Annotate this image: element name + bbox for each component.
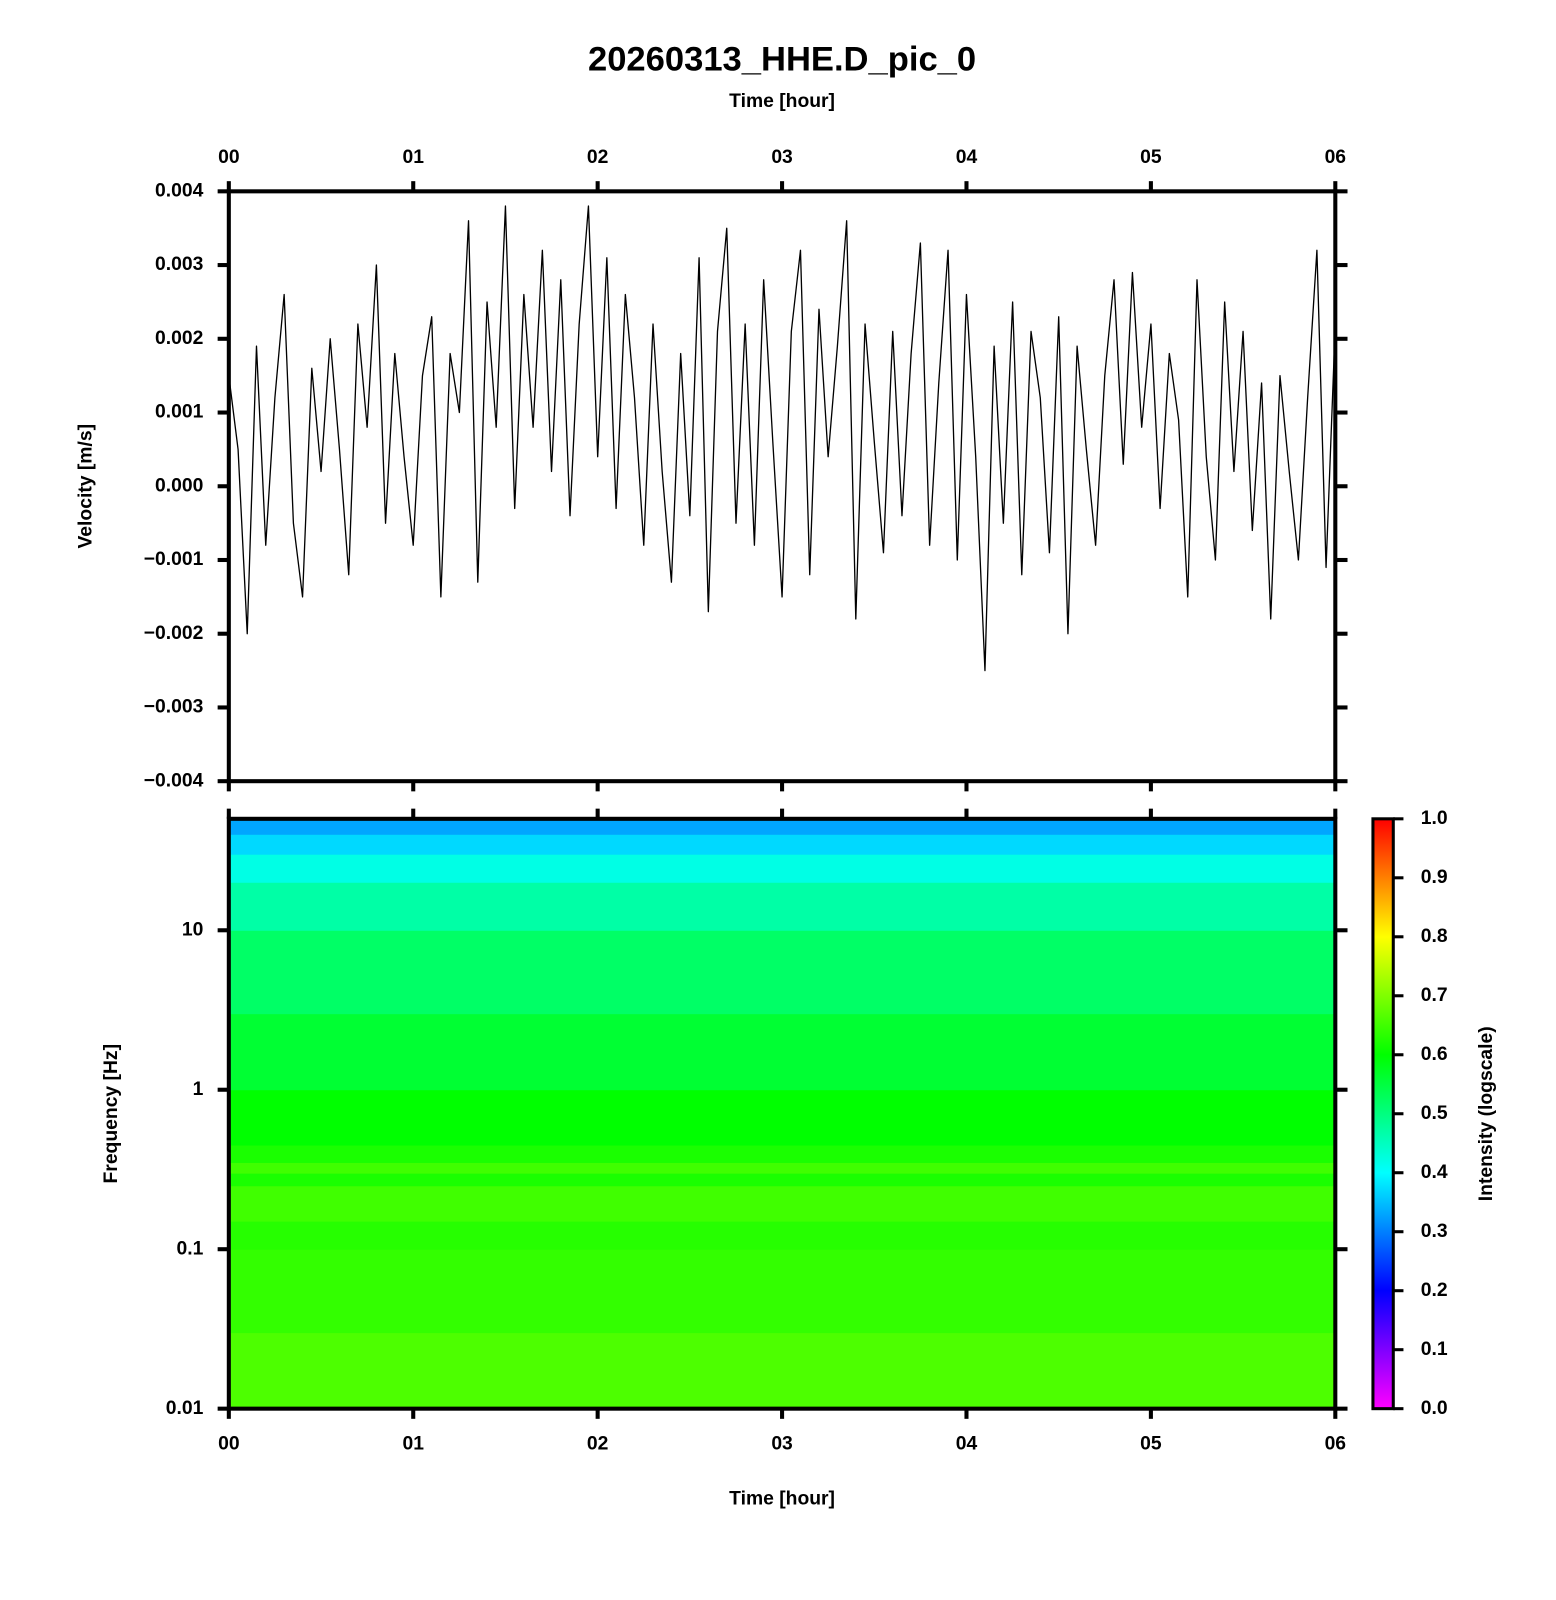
spectrogram-cell xyxy=(228,1013,1336,1091)
frequency-axis-label: Frequency [Hz] xyxy=(101,1044,122,1183)
x-tick-label: 05 xyxy=(1140,1433,1162,1454)
colorbar-tick-label: 0.5 xyxy=(1421,1103,1448,1124)
colorbar-tick-label: 0.8 xyxy=(1421,926,1448,947)
spectrogram-cell xyxy=(228,930,1336,1015)
colorbar-label: Intensity (logscale) xyxy=(1476,1026,1497,1201)
y-tick-label: −0.002 xyxy=(144,623,204,644)
y-tick-label: −0.003 xyxy=(144,697,204,718)
top-x-axis-label: Time [hour] xyxy=(729,91,835,112)
x-tick-label: 04 xyxy=(956,147,978,168)
x-tick-label: 03 xyxy=(771,147,793,168)
y-tick-label: 0.003 xyxy=(155,254,204,275)
bottom-x-axis-label: Time [hour] xyxy=(729,1488,835,1509)
colorbar-tick-label: 0.4 xyxy=(1421,1162,1448,1183)
y-tick-label: 0.01 xyxy=(166,1398,204,1419)
plot-frame xyxy=(226,189,1338,784)
y-tick-label: 0.001 xyxy=(155,402,204,423)
spectrogram-cell xyxy=(228,1332,1336,1410)
y-tick-label: 0.002 xyxy=(155,328,203,349)
colorbar xyxy=(1371,817,1395,1411)
spectrogram-cell xyxy=(228,854,1336,883)
colorbar-tick-label: 0.2 xyxy=(1421,1280,1448,1301)
colorbar-tick-label: 0.9 xyxy=(1421,867,1448,888)
x-tick-label: 06 xyxy=(1325,147,1347,168)
velocity-axis-label: Velocity [m/s] xyxy=(76,424,97,549)
x-tick-label: 01 xyxy=(402,1433,424,1454)
x-tick-label: 06 xyxy=(1325,1433,1347,1454)
spectrogram-cell xyxy=(228,1185,1336,1222)
x-tick-label: 02 xyxy=(587,147,608,168)
y-tick-label: 0.000 xyxy=(155,475,203,496)
x-tick-label: 05 xyxy=(1140,147,1162,168)
y-tick-label: −0.001 xyxy=(144,549,204,570)
chart-title: 20260313_HHE.D_pic_0 xyxy=(588,40,976,78)
colorbar-tick-label: 1.0 xyxy=(1421,808,1448,829)
spectrogram-cell xyxy=(228,1221,1336,1250)
spectrogram-cell xyxy=(228,1089,1336,1146)
y-tick-label: 10 xyxy=(182,919,203,940)
colorbar-tick-label: 0.0 xyxy=(1421,1398,1448,1419)
x-tick-label: 03 xyxy=(771,1433,793,1454)
x-tick-label: 00 xyxy=(218,1433,239,1454)
colorbar-tick-label: 0.7 xyxy=(1421,985,1448,1006)
y-tick-label: −0.004 xyxy=(144,770,204,791)
y-tick-label: 0.1 xyxy=(177,1238,204,1259)
x-tick-label: 04 xyxy=(956,1433,978,1454)
spectrogram-cell xyxy=(228,1249,1336,1334)
y-tick-label: 1 xyxy=(193,1079,204,1100)
spectrogram-cell xyxy=(228,1173,1336,1187)
spectrogram-cell xyxy=(228,818,1336,835)
x-tick-label: 02 xyxy=(587,1433,608,1454)
x-tick-label: 00 xyxy=(218,147,239,168)
spectrogram-cell xyxy=(228,1145,1336,1163)
plot-frame xyxy=(226,816,1338,1411)
colorbar-tick-label: 0.3 xyxy=(1421,1221,1448,1242)
velocity-trace xyxy=(228,205,1336,672)
spectrogram-cell xyxy=(228,834,1336,855)
colorbar-tick-label: 0.1 xyxy=(1421,1339,1448,1360)
x-tick-label: 01 xyxy=(402,147,424,168)
y-tick-label: 0.004 xyxy=(155,180,204,201)
spectrogram-cell xyxy=(228,1162,1336,1174)
spectrogram-cell xyxy=(228,882,1336,931)
colorbar-tick-label: 0.6 xyxy=(1421,1044,1448,1065)
